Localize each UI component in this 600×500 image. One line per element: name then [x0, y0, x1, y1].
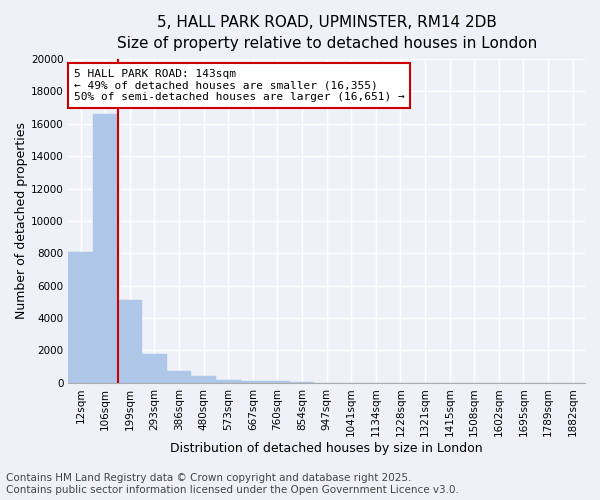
Bar — [167, 370, 191, 383]
Bar — [241, 380, 265, 383]
Bar — [191, 376, 216, 383]
Y-axis label: Number of detached properties: Number of detached properties — [15, 122, 28, 320]
Bar — [118, 300, 142, 383]
Bar — [290, 382, 314, 383]
Text: 5 HALL PARK ROAD: 143sqm
← 49% of detached houses are smaller (16,355)
50% of se: 5 HALL PARK ROAD: 143sqm ← 49% of detach… — [74, 69, 404, 102]
Bar — [216, 380, 241, 383]
Text: Contains HM Land Registry data © Crown copyright and database right 2025.
Contai: Contains HM Land Registry data © Crown c… — [6, 474, 459, 495]
Bar — [265, 382, 290, 383]
Title: 5, HALL PARK ROAD, UPMINSTER, RM14 2DB
Size of property relative to detached hou: 5, HALL PARK ROAD, UPMINSTER, RM14 2DB S… — [116, 15, 537, 51]
Bar — [68, 252, 93, 383]
X-axis label: Distribution of detached houses by size in London: Distribution of detached houses by size … — [170, 442, 483, 455]
Bar — [142, 354, 167, 383]
Bar — [93, 114, 118, 383]
